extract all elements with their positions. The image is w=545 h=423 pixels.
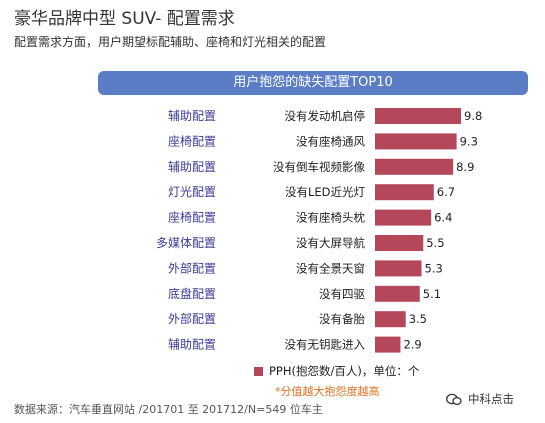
value-label: 2.9	[403, 338, 421, 352]
category-group-label: 辅助配置	[168, 160, 216, 174]
value-label: 3.5	[409, 312, 427, 326]
category-label: 没有四驱	[319, 287, 365, 301]
category-group-label: 外部配置	[168, 260, 216, 275]
category-label: 没有LED近光灯	[285, 185, 366, 199]
page-title: 豪华品牌中型 SUV- 配置需求	[14, 9, 235, 29]
bar	[375, 133, 457, 150]
bar	[375, 209, 432, 226]
category-group-label: 外部配置	[168, 311, 216, 326]
page-subtitle: 配置需求方面，用户期望标配辅助、座椅和灯光相关的配置	[14, 35, 327, 49]
bar	[375, 235, 424, 251]
category-group-label: 辅助配置	[168, 338, 216, 352]
bar	[375, 260, 422, 277]
category-label: 没有座椅通风	[296, 134, 365, 148]
bar	[375, 336, 401, 353]
bar	[375, 311, 406, 328]
bar	[375, 184, 434, 201]
value-label: 5.1	[423, 287, 441, 301]
category-group-label: 座椅配置	[168, 133, 216, 148]
legend-swatch	[254, 367, 263, 376]
value-label: 9.8	[464, 109, 482, 123]
category-group-label: 辅助配置	[168, 109, 216, 123]
category-label: 没有座椅头枕	[296, 211, 365, 225]
category-group-label: 灯光配置	[168, 185, 216, 199]
bar	[375, 158, 454, 175]
value-label: 6.4	[434, 211, 452, 225]
category-group-label: 座椅配置	[168, 210, 216, 225]
category-label: 没有大屏导航	[296, 236, 365, 250]
bar	[375, 108, 461, 124]
value-label: 6.7	[437, 185, 455, 199]
watermark-label: 中科点击	[468, 392, 514, 406]
data-source: 数据来源：汽车垂直网站 /201701 至 201712/N=549 位车主	[14, 403, 323, 416]
category-label: 没有发动机启停	[285, 109, 366, 123]
category-label: 没有无钥匙进入	[285, 338, 366, 352]
value-label: 8.9	[456, 160, 474, 174]
chart-legend: PPH(抱怨数/百人)，单位：个	[254, 363, 419, 379]
legend-label: PPH(抱怨数/百人)，单位：个	[269, 364, 420, 378]
value-label: 5.5	[426, 236, 444, 250]
chart-title-banner: 用户抱怨的缺失配置TOP10	[98, 71, 528, 95]
category-group-label: 多媒体配置	[156, 236, 216, 250]
category-group-label: 底盘配置	[168, 286, 216, 301]
value-label: 9.3	[460, 134, 478, 148]
value-label: 5.3	[425, 261, 443, 275]
wechat-icon	[446, 393, 462, 406]
category-label: 没有备胎	[319, 312, 365, 326]
chart-note: *分值越大抱怨度越高	[275, 385, 380, 398]
category-label: 没有全景天窗	[296, 261, 365, 275]
category-label: 没有倒车视频影像	[273, 160, 365, 174]
watermark: 中科点击	[446, 391, 514, 407]
bar	[375, 285, 420, 302]
